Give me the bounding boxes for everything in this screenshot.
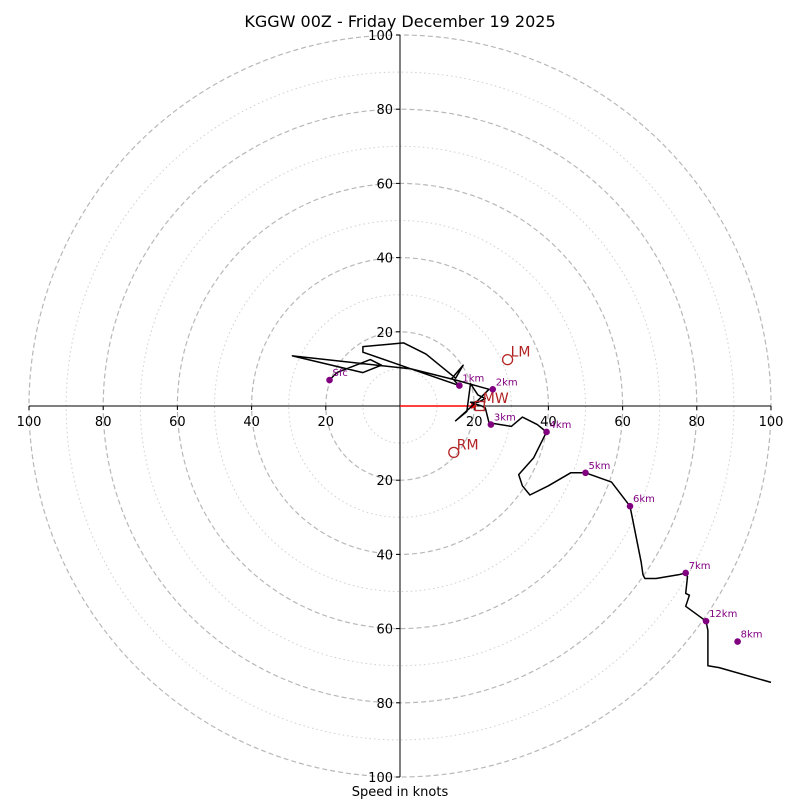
x-tick-label: 60 <box>169 415 186 430</box>
height-point-marker <box>326 376 333 384</box>
x-tick-label: 80 <box>689 415 706 430</box>
height-point-marker <box>489 386 497 393</box>
lm-label: LM <box>511 345 531 361</box>
x-tick-label: 40 <box>540 415 557 430</box>
height-point-marker <box>734 638 741 645</box>
mw-label: MW <box>483 391 509 407</box>
mean-wind-vector <box>400 403 478 409</box>
x-tick-label: 80 <box>95 415 112 430</box>
rm-label: RM <box>457 437 479 453</box>
y-tick-label: 20 <box>376 326 393 341</box>
chart-title: KGGW 00Z - Friday December 19 2025 <box>244 12 555 31</box>
height-label: 12km <box>709 609 737 620</box>
height-label: 7km <box>689 561 711 572</box>
height-label: 3km <box>494 413 516 424</box>
mean-wind-marker <box>474 400 485 412</box>
x-axis-label: Speed in knots <box>352 785 449 800</box>
y-tick-label: 20 <box>376 474 393 489</box>
hodograph-trace <box>291 342 772 684</box>
height-point-marker <box>456 382 463 389</box>
height-point-marker <box>626 502 634 510</box>
storm-motion-markers: LM RM MW <box>448 345 531 459</box>
height-label: Sfc <box>333 368 348 379</box>
height-label: 6km <box>633 494 655 505</box>
y-tick-label: 60 <box>376 623 393 638</box>
y-tick-label: 80 <box>376 697 393 712</box>
height-point-marker <box>582 469 589 477</box>
height-label: 2km <box>496 377 518 388</box>
y-tick-label: 100 <box>368 29 393 44</box>
hodograph-line <box>291 342 772 684</box>
height-label: 5km <box>589 461 611 472</box>
y-tick-label: 80 <box>376 103 393 118</box>
height-label: 4km <box>550 420 572 431</box>
x-tick-label: 20 <box>466 415 483 430</box>
x-tick-label: 40 <box>243 415 260 430</box>
lm-marker <box>501 353 514 366</box>
tick-labels: 100 80 60 40 20 20 40 60 80 100 100 80 60 40 20 20 40 60 8… <box>17 29 784 786</box>
y-tick-label: 100 <box>368 771 393 786</box>
height-label: 1km <box>462 374 484 385</box>
rm-marker <box>448 446 460 459</box>
y-tick-label: 40 <box>376 252 393 267</box>
height-point-marker <box>487 421 495 428</box>
height-label: 8km <box>741 630 763 641</box>
x-tick-label: 60 <box>614 415 631 430</box>
x-tick-label: 100 <box>17 415 42 430</box>
x-tick-label: 100 <box>759 415 784 430</box>
height-point-marker <box>543 428 550 436</box>
height-point-marker <box>682 569 689 577</box>
y-tick-label: 60 <box>376 177 393 192</box>
x-tick-label: 20 <box>318 415 335 430</box>
height-markers: Sfc 1km 2km 3km 4km 5km 6km 7km 12km 8km <box>326 368 763 645</box>
y-tick-label: 40 <box>376 548 393 563</box>
height-point-marker <box>702 617 710 625</box>
